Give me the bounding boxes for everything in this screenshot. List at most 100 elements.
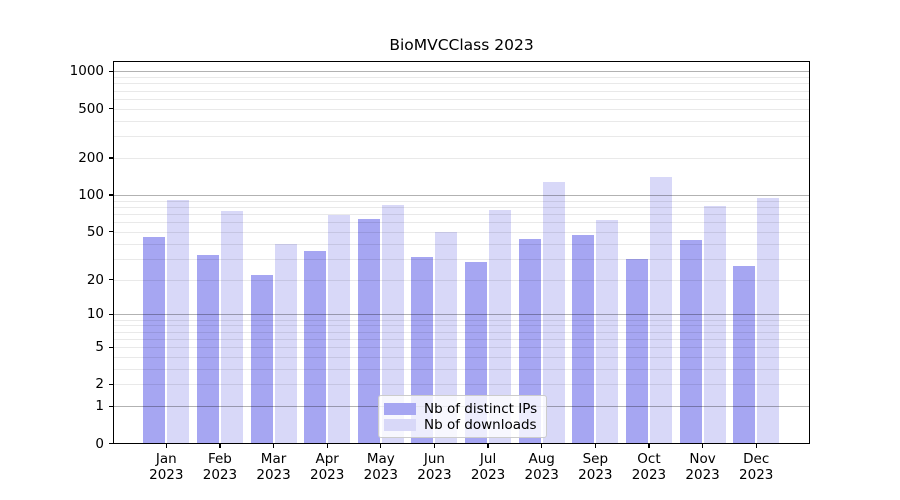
gridline-minor-500: [113, 108, 810, 110]
bar-ips-nov: [679, 239, 702, 444]
y-tick-label-20: 20: [86, 271, 104, 288]
y-tick-10: [108, 313, 113, 316]
gridline-minor-700: [113, 90, 810, 92]
x-tick-label-apr: Apr 2023: [310, 450, 345, 484]
gridline-minor-6: [113, 338, 810, 340]
gridline-minor-2: [113, 384, 810, 386]
gridline-minor-8: [113, 325, 810, 327]
x-tick-jan: [165, 443, 167, 448]
y-tick-500: [108, 108, 113, 110]
legend: Nb of distinct IPs Nb of downloads: [378, 395, 547, 438]
bar-ips-sep: [572, 235, 595, 444]
plot-frame: [113, 61, 810, 444]
y-tick-label-5: 5: [95, 339, 104, 355]
gridline-minor-600: [113, 98, 810, 100]
x-tick-may: [380, 443, 382, 448]
y-tick-label-1: 1: [95, 398, 104, 415]
gridline-minor-5: [113, 347, 810, 348]
y-tick-label-200: 200: [78, 149, 104, 166]
bar-downloads-apr: [328, 214, 351, 444]
bar-downloads-dec: [757, 197, 780, 444]
y-tick-5: [108, 346, 113, 348]
gridline-minor-50: [113, 231, 810, 233]
x-tick-label-oct: Oct 2023: [631, 450, 667, 484]
y-tick-label-0: 0: [95, 435, 104, 452]
gridline-minor-70: [113, 213, 810, 215]
y-tick-2: [108, 383, 113, 386]
x-tick-nov: [702, 443, 704, 448]
y-tick-200: [108, 157, 113, 159]
legend-item-downloads: Nb of downloads: [384, 417, 537, 433]
x-tick-label-jun: Jun 2023: [417, 450, 452, 484]
bar-downloads-sep: [596, 220, 619, 444]
legend-label: Nb of downloads: [424, 417, 537, 433]
y-tick-0: [108, 443, 113, 445]
gridline-minor-800: [113, 83, 810, 85]
legend-swatch-icon: [384, 419, 416, 431]
x-tick-label-feb: Feb 2023: [202, 450, 238, 484]
x-tick-jul: [487, 443, 489, 448]
x-tick-dec: [755, 443, 757, 448]
gridline-minor-20: [113, 279, 810, 281]
gridline-minor-30: [113, 258, 810, 260]
gridline-minor-7: [113, 331, 810, 333]
gridline-minor-400: [113, 120, 810, 122]
gridline-minor-300: [113, 136, 810, 138]
x-tick-sep: [594, 443, 596, 448]
gridline-minor-4: [113, 356, 810, 358]
x-tick-mar: [272, 443, 275, 448]
bar-ips-apr: [304, 250, 327, 444]
x-tick-label-dec: Dec 2023: [739, 450, 774, 484]
gridline-minor-90: [113, 200, 810, 202]
bar-ips-aug: [518, 238, 541, 444]
x-tick-apr: [326, 443, 328, 448]
bar-ips-feb: [196, 255, 219, 444]
bar-downloads-oct: [649, 176, 672, 444]
bar-ips-jan: [143, 237, 166, 444]
y-tick-label-500: 500: [78, 100, 104, 117]
legend-swatch-icon: [384, 403, 416, 415]
x-tick-label-sep: Sep 2023: [578, 450, 613, 484]
bar-downloads-nov: [703, 205, 726, 444]
bar-ips-may: [357, 218, 380, 444]
y-tick-label-50: 50: [86, 223, 104, 240]
y-tick-label-10: 10: [86, 306, 104, 323]
x-tick-aug: [541, 443, 543, 448]
y-tick-label-100: 100: [78, 186, 104, 203]
bar-downloads-may: [381, 204, 404, 444]
bar-downloads-aug: [542, 181, 565, 444]
bar-ips-dec: [733, 266, 756, 444]
gridline-major-100: [113, 194, 810, 196]
bar-ips-mar: [250, 274, 273, 444]
gridline-minor-9: [113, 319, 810, 321]
x-tick-label-may: May 2023: [363, 450, 398, 484]
y-tick-label-2: 2: [95, 376, 104, 393]
x-tick-label-aug: Aug 2023: [524, 450, 559, 484]
y-tick-50: [108, 231, 113, 233]
chart-title: BioMVCClass 2023: [389, 36, 534, 54]
x-tick-label-mar: Mar 2023: [256, 450, 291, 484]
bar-downloads-jan: [167, 199, 190, 444]
y-tick-20: [108, 279, 113, 281]
gridline-major-1000: [113, 71, 810, 73]
x-tick-label-jul: Jul 2023: [470, 450, 506, 484]
gridline-minor-80: [113, 206, 810, 208]
x-tick-feb: [219, 443, 221, 448]
gridline-minor-60: [113, 222, 810, 224]
legend-item-distinct-ips: Nb of distinct IPs: [384, 401, 537, 417]
gridline-minor-200: [113, 157, 810, 159]
x-tick-jun: [433, 443, 436, 448]
x-tick-label-nov: Nov 2023: [685, 450, 720, 484]
legend-label: Nb of distinct IPs: [424, 401, 538, 417]
bar-downloads-mar: [274, 243, 297, 444]
y-tick-label-1000: 1000: [69, 63, 104, 80]
gridline-major-10: [113, 314, 810, 316]
x-tick-label-jan: Jan 2023: [149, 450, 184, 484]
y-tick-1000: [108, 70, 113, 73]
gridline-minor-40: [113, 243, 810, 245]
x-tick-oct: [648, 443, 650, 448]
y-tick-100: [108, 194, 113, 196]
gridline-minor-3: [113, 368, 810, 370]
bar-downloads-jul: [489, 210, 512, 444]
